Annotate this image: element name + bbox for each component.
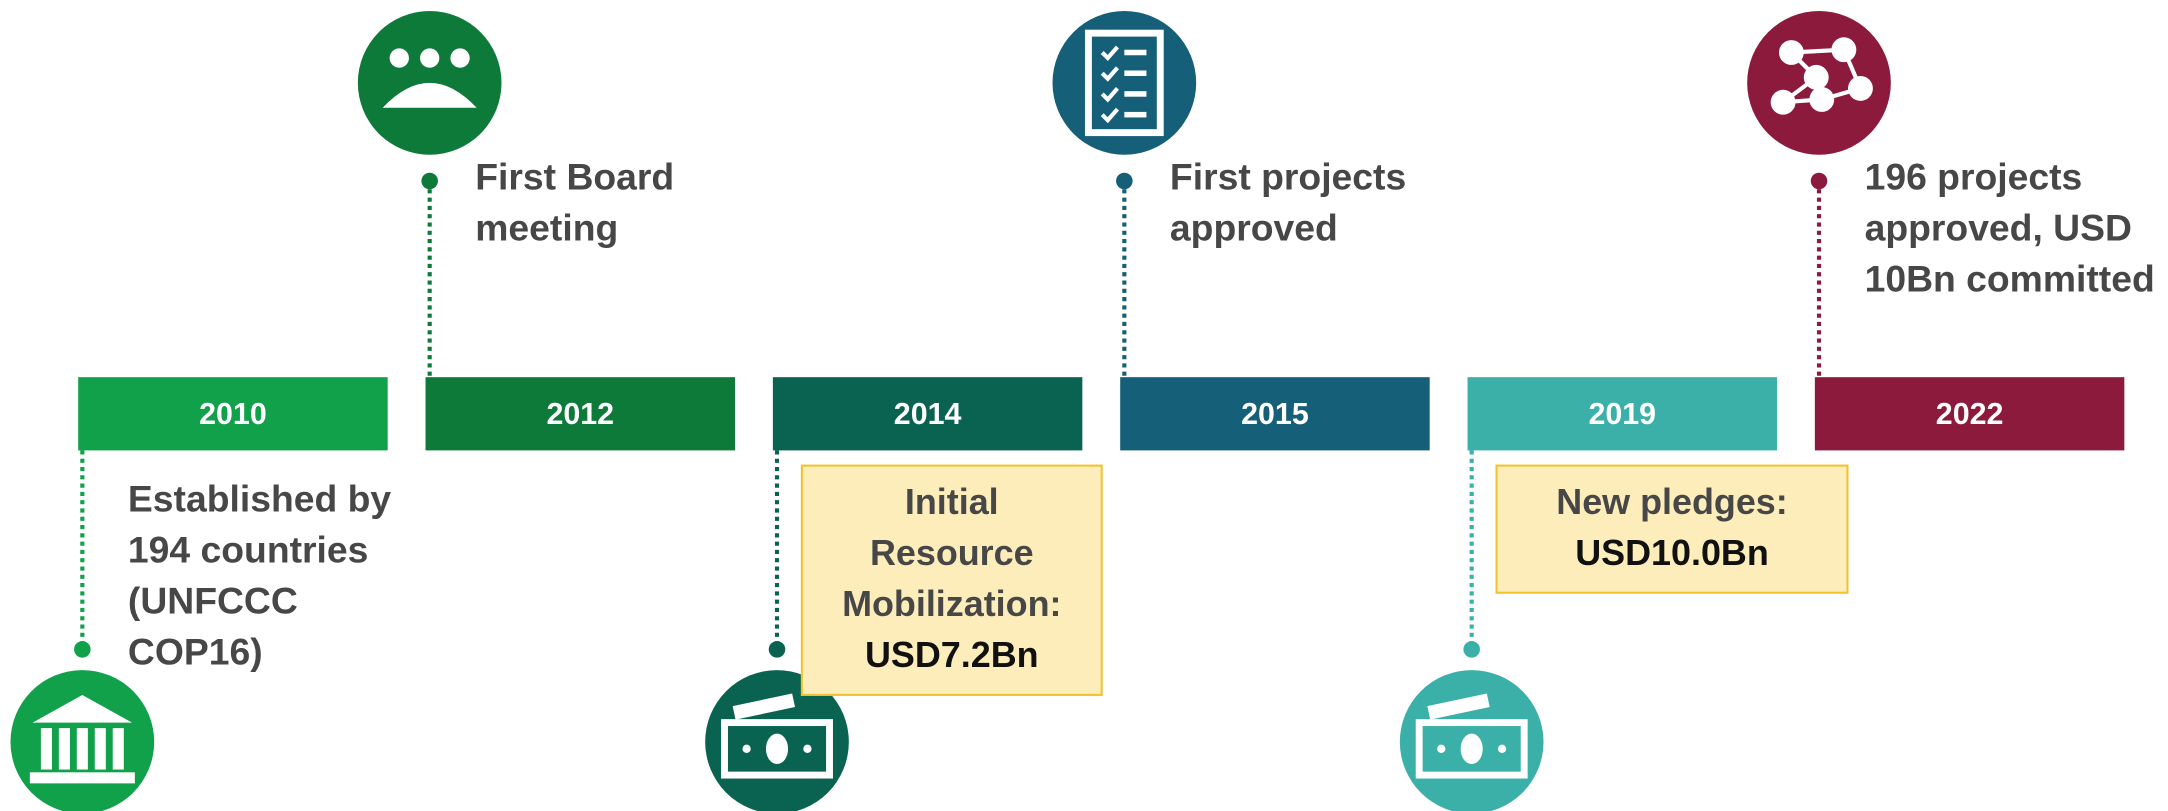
icon-check [1100, 66, 1119, 82]
highlight-box [800, 464, 1103, 696]
event-label: approved [1170, 207, 1338, 249]
icon-pillar [112, 728, 124, 770]
icon [1747, 11, 1891, 155]
year-label: 2012 [546, 397, 614, 431]
icon-node [1809, 87, 1835, 112]
event-label: approved, USD [1865, 207, 2132, 249]
icon-check [1100, 45, 1119, 62]
icon-node [1803, 64, 1829, 90]
icon-roof [32, 694, 133, 723]
connector-dot [1810, 172, 1828, 190]
icon-bill [1415, 719, 1528, 779]
icon-dot [1497, 744, 1507, 753]
icon-dot [803, 744, 812, 753]
icon-line [1124, 111, 1147, 118]
icon-line [1124, 91, 1147, 97]
icon-line [1124, 70, 1147, 76]
event-label: First Board [475, 155, 674, 197]
year-label: 2019 [1588, 397, 1656, 431]
event-label: 194 countries [128, 528, 368, 570]
icon [1399, 670, 1544, 811]
icon-node [1778, 40, 1804, 65]
highlight-text: Resource [870, 532, 1034, 573]
event-label: Established by [128, 477, 391, 519]
icon-bill [721, 719, 833, 779]
year-bar [1467, 377, 1778, 451]
icon-pillar [40, 728, 52, 770]
year-label: 2014 [894, 397, 962, 431]
highlight-text: USD7.2Bn [865, 634, 1039, 675]
icon-base [29, 772, 135, 784]
year-bar [425, 377, 736, 451]
year-bar [772, 377, 1083, 451]
icon [1052, 11, 1197, 155]
icon-pillar [94, 728, 106, 770]
icon [705, 670, 849, 811]
year-bar [1120, 377, 1430, 451]
icon [357, 11, 502, 155]
icon-head [420, 48, 440, 68]
highlight-text: USD10.0Bn [1575, 532, 1769, 573]
icon-coin [1460, 733, 1483, 765]
year-label: 2010 [199, 397, 267, 431]
icon-dot [1437, 744, 1446, 753]
highlight-box [1495, 464, 1849, 594]
icon-line [1124, 49, 1147, 56]
icon-dot [742, 744, 751, 753]
year-bar [78, 377, 388, 451]
icon-bill-back [732, 693, 796, 720]
icon-node [1831, 37, 1857, 63]
highlight-text: New pledges: [1556, 481, 1787, 522]
icon-coin [765, 733, 789, 765]
year-label: 2015 [1241, 397, 1309, 431]
event-label: 10Bn committed [1865, 258, 2155, 300]
event-label: COP16) [128, 631, 263, 673]
event-label: (UNFCCC [128, 580, 298, 622]
highlight-text: Mobilization: [842, 583, 1061, 624]
event-label: 196 projects [1865, 155, 2083, 197]
icon-check [1100, 87, 1119, 103]
icon-head [389, 48, 409, 68]
event-label: meeting [475, 207, 618, 249]
event-label: First projects [1170, 155, 1406, 197]
connector-dot [74, 641, 91, 658]
connector-dot [1463, 641, 1480, 658]
icon [10, 670, 155, 811]
icon-bill-back [1427, 693, 1490, 720]
icon-pillar [58, 728, 70, 770]
connector-dot [1116, 172, 1133, 190]
connector-dot [421, 172, 438, 190]
icon-sheet [1084, 29, 1164, 137]
icon-check [1100, 107, 1119, 124]
year-label: 2022 [1936, 397, 2004, 431]
icon-table [382, 82, 477, 108]
connector-dot [768, 641, 786, 658]
icon-pillar [76, 728, 88, 770]
year-bar [1814, 377, 2125, 451]
icon-node [1848, 75, 1873, 101]
highlight-text: Initial [905, 481, 999, 522]
icon-node [1770, 89, 1796, 115]
icon-head [450, 48, 470, 68]
